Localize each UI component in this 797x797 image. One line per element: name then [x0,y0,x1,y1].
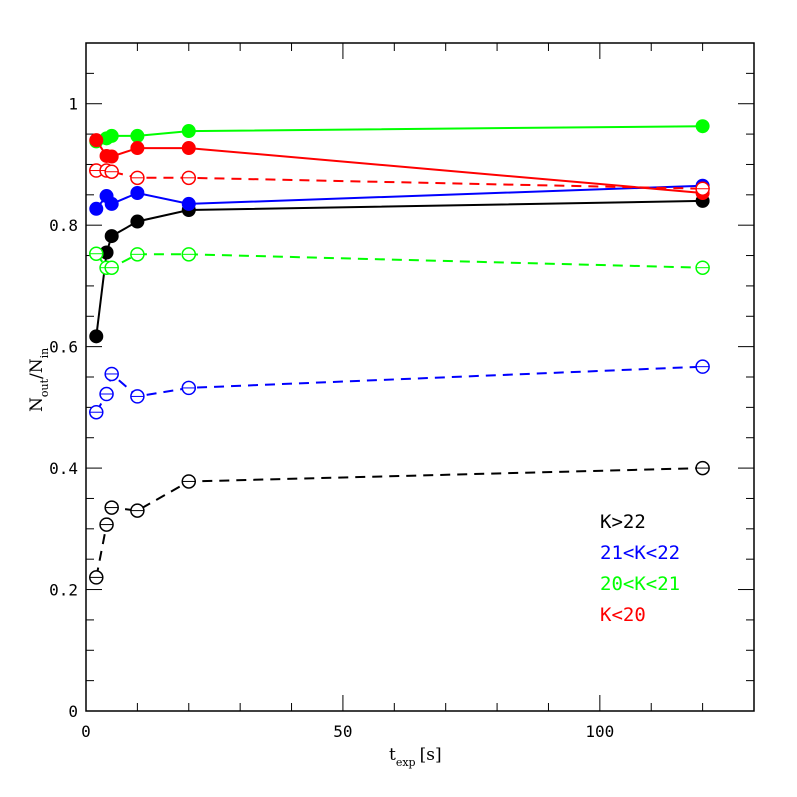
x-tick-label: 50 [333,722,352,741]
data-point [104,196,119,211]
x-tick-label: 0 [81,722,91,741]
series-line [95,467,703,578]
y-tick-label: 0.6 [49,338,78,357]
data-point [104,149,119,164]
y-tick-label: 0.8 [49,216,78,235]
legend: K>22 21<K<22 20<K<21 K<20 [600,511,680,626]
data-point [181,141,196,156]
x-axis-label-sub: exp [396,756,416,769]
data-point [181,196,196,211]
plot-frame [85,42,755,712]
y-tick-label: 0.2 [49,581,78,600]
legend-label: K>22 [600,511,646,533]
y-tick-label: 0 [68,702,78,721]
data-point [89,201,104,216]
data-point [104,128,119,143]
legend-label: 21<K<22 [600,542,680,564]
x-tick-label: 100 [585,722,614,741]
data-point [130,128,145,143]
data-point [130,185,145,200]
series-dashed [89,359,710,420]
series-layer [89,119,710,585]
series-solid [89,119,710,149]
data-point [130,141,145,156]
y-tick-label: 1 [68,95,78,114]
legend-label: K<20 [600,604,646,626]
data-point [695,119,710,134]
x-axis-label: texp [s] [389,745,442,769]
series-dashed [89,163,710,196]
data-point [181,124,196,139]
series-dashed [89,246,710,275]
y-axis-label: Nout/Nin [27,348,51,412]
data-point [89,133,104,148]
ticks-layer [85,42,755,712]
data-point [130,214,145,229]
series-dashed [89,460,710,585]
tick-labels-layer: 0 50 100 0 0.2 0.4 0.6 0.8 1 [49,95,614,741]
y-tick-label: 0.4 [49,459,78,478]
data-point [89,329,104,344]
legend-label: 20<K<21 [600,573,680,595]
series-line [95,253,703,269]
data-point [104,229,119,244]
